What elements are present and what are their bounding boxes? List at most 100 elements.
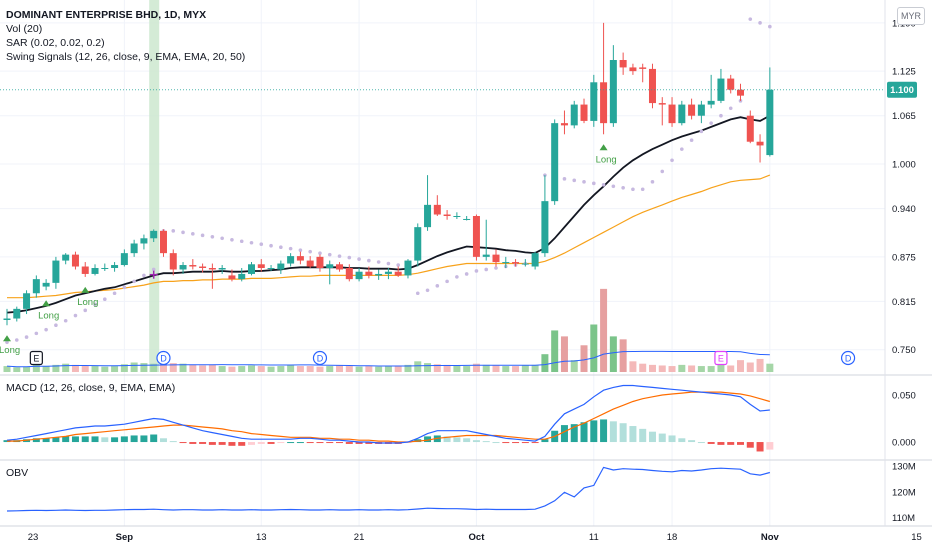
macd-line (6, 384, 770, 444)
macd-histogram-bar (91, 436, 99, 443)
candle-body (306, 260, 314, 267)
legend-swing-signals[interactable]: Swing Signals (12, 26, close, 9, EMA, EM… (6, 51, 246, 63)
sar-dot (191, 232, 195, 236)
sar-dot (288, 246, 293, 251)
candle-body (42, 282, 50, 287)
candles-layer (3, 22, 774, 326)
macd-histogram-bar (130, 435, 138, 443)
sar-dot (14, 338, 19, 342)
macd-histogram-bar (326, 442, 334, 444)
candle-body (3, 318, 11, 320)
volume-bar (482, 364, 490, 372)
legend-sar[interactable]: SAR (0.02, 0.02, 0.2) (6, 37, 105, 49)
volume-bar (81, 365, 89, 372)
candle-body (502, 262, 510, 264)
macd-histogram-bar (336, 442, 344, 444)
macd-layer (3, 384, 774, 452)
macd-histogram-bar (766, 442, 774, 450)
time-axis-tick: 15 (911, 532, 922, 543)
legend-vol[interactable]: Vol (20) (6, 23, 43, 35)
sar-dot (279, 245, 283, 249)
candle-body (199, 266, 207, 268)
sar-dot (73, 313, 78, 318)
sar-dot (5, 340, 9, 345)
volume-bar (717, 364, 725, 372)
candle-body (688, 104, 696, 116)
volume-bar (424, 363, 432, 372)
volume-bar (472, 363, 480, 372)
candle-body (375, 273, 383, 276)
price-axis-tick: 0.875 (892, 252, 916, 263)
macd-histogram-bar (463, 438, 471, 443)
highlight-band-layer (149, 0, 160, 372)
volume-bar (248, 365, 255, 372)
volume-bar (169, 363, 177, 372)
sar-dot (347, 255, 352, 260)
candle-body (208, 268, 216, 270)
volume-bar (23, 366, 31, 372)
earnings-marker-label: E (718, 354, 724, 364)
macd-histogram-bar (453, 437, 461, 443)
candle-body (316, 256, 324, 268)
volume-bar (443, 364, 451, 372)
long-signal-label: Long (596, 154, 617, 165)
earnings-marker (714, 350, 728, 366)
sar-dot (572, 178, 577, 183)
obv-line (6, 466, 770, 512)
sar-dot (308, 249, 312, 254)
volume-bar (111, 366, 119, 372)
macd-histogram-bar (277, 442, 285, 444)
sar-dot (582, 180, 586, 184)
volume-bar (336, 365, 344, 372)
sar-dot (230, 237, 234, 242)
volume-bar (91, 366, 99, 372)
candle-body (472, 216, 480, 257)
macd-histogram-bar (697, 442, 705, 444)
candle-body (257, 264, 265, 268)
macd-histogram-bar (208, 442, 216, 445)
volume-bar (580, 345, 588, 372)
candle-body (23, 293, 31, 309)
candle-body (482, 254, 490, 257)
macd-histogram-bar (159, 438, 167, 443)
candle-body (560, 123, 568, 126)
sar-dot (386, 261, 391, 266)
macd-histogram-bar (531, 442, 539, 444)
volume-bar (120, 364, 128, 372)
macd-histogram-bar (248, 442, 255, 445)
dividend-marker-label: D (845, 354, 852, 364)
obv-legend[interactable]: OBV (6, 467, 29, 479)
volume-bar (228, 366, 236, 372)
candle-body (619, 60, 627, 68)
candle-body (746, 115, 754, 142)
volume-bar (179, 363, 187, 372)
macd-histogram-bar (189, 442, 197, 444)
chart-title[interactable]: DOMINANT ENTERPRISE BHD, 1D, MYX (6, 9, 207, 21)
volume-bar (267, 366, 275, 372)
sar-dot (464, 272, 469, 276)
macd-histogram-bar (707, 442, 715, 444)
macd-legend[interactable]: MACD (12, 26, close, 9, EMA, EMA) (6, 382, 176, 394)
sar-dot (132, 279, 136, 284)
time-axis-tick: 21 (354, 532, 365, 543)
candle-body (394, 271, 402, 276)
macd-histogram-bar (619, 423, 627, 443)
obv-axis-tick: 120M (892, 487, 916, 498)
dividend-marker-label: D (317, 354, 324, 364)
currency-button[interactable]: MYR (897, 7, 925, 25)
macd-histogram-bar (257, 442, 265, 444)
macd-histogram-bar (228, 442, 236, 446)
volume-bar (71, 364, 79, 372)
volume-bar (101, 366, 109, 372)
sar-dot (220, 236, 224, 241)
volume-bar (42, 366, 50, 372)
macd-histogram-bar (472, 440, 480, 443)
sar-dot (103, 297, 107, 302)
earnings-marker-label: E (33, 354, 39, 364)
candle-body (737, 89, 744, 96)
candle-body (355, 271, 363, 280)
price-axis-tick: 0.815 (892, 297, 916, 308)
candle-body (727, 78, 735, 90)
candle-body (433, 204, 441, 215)
